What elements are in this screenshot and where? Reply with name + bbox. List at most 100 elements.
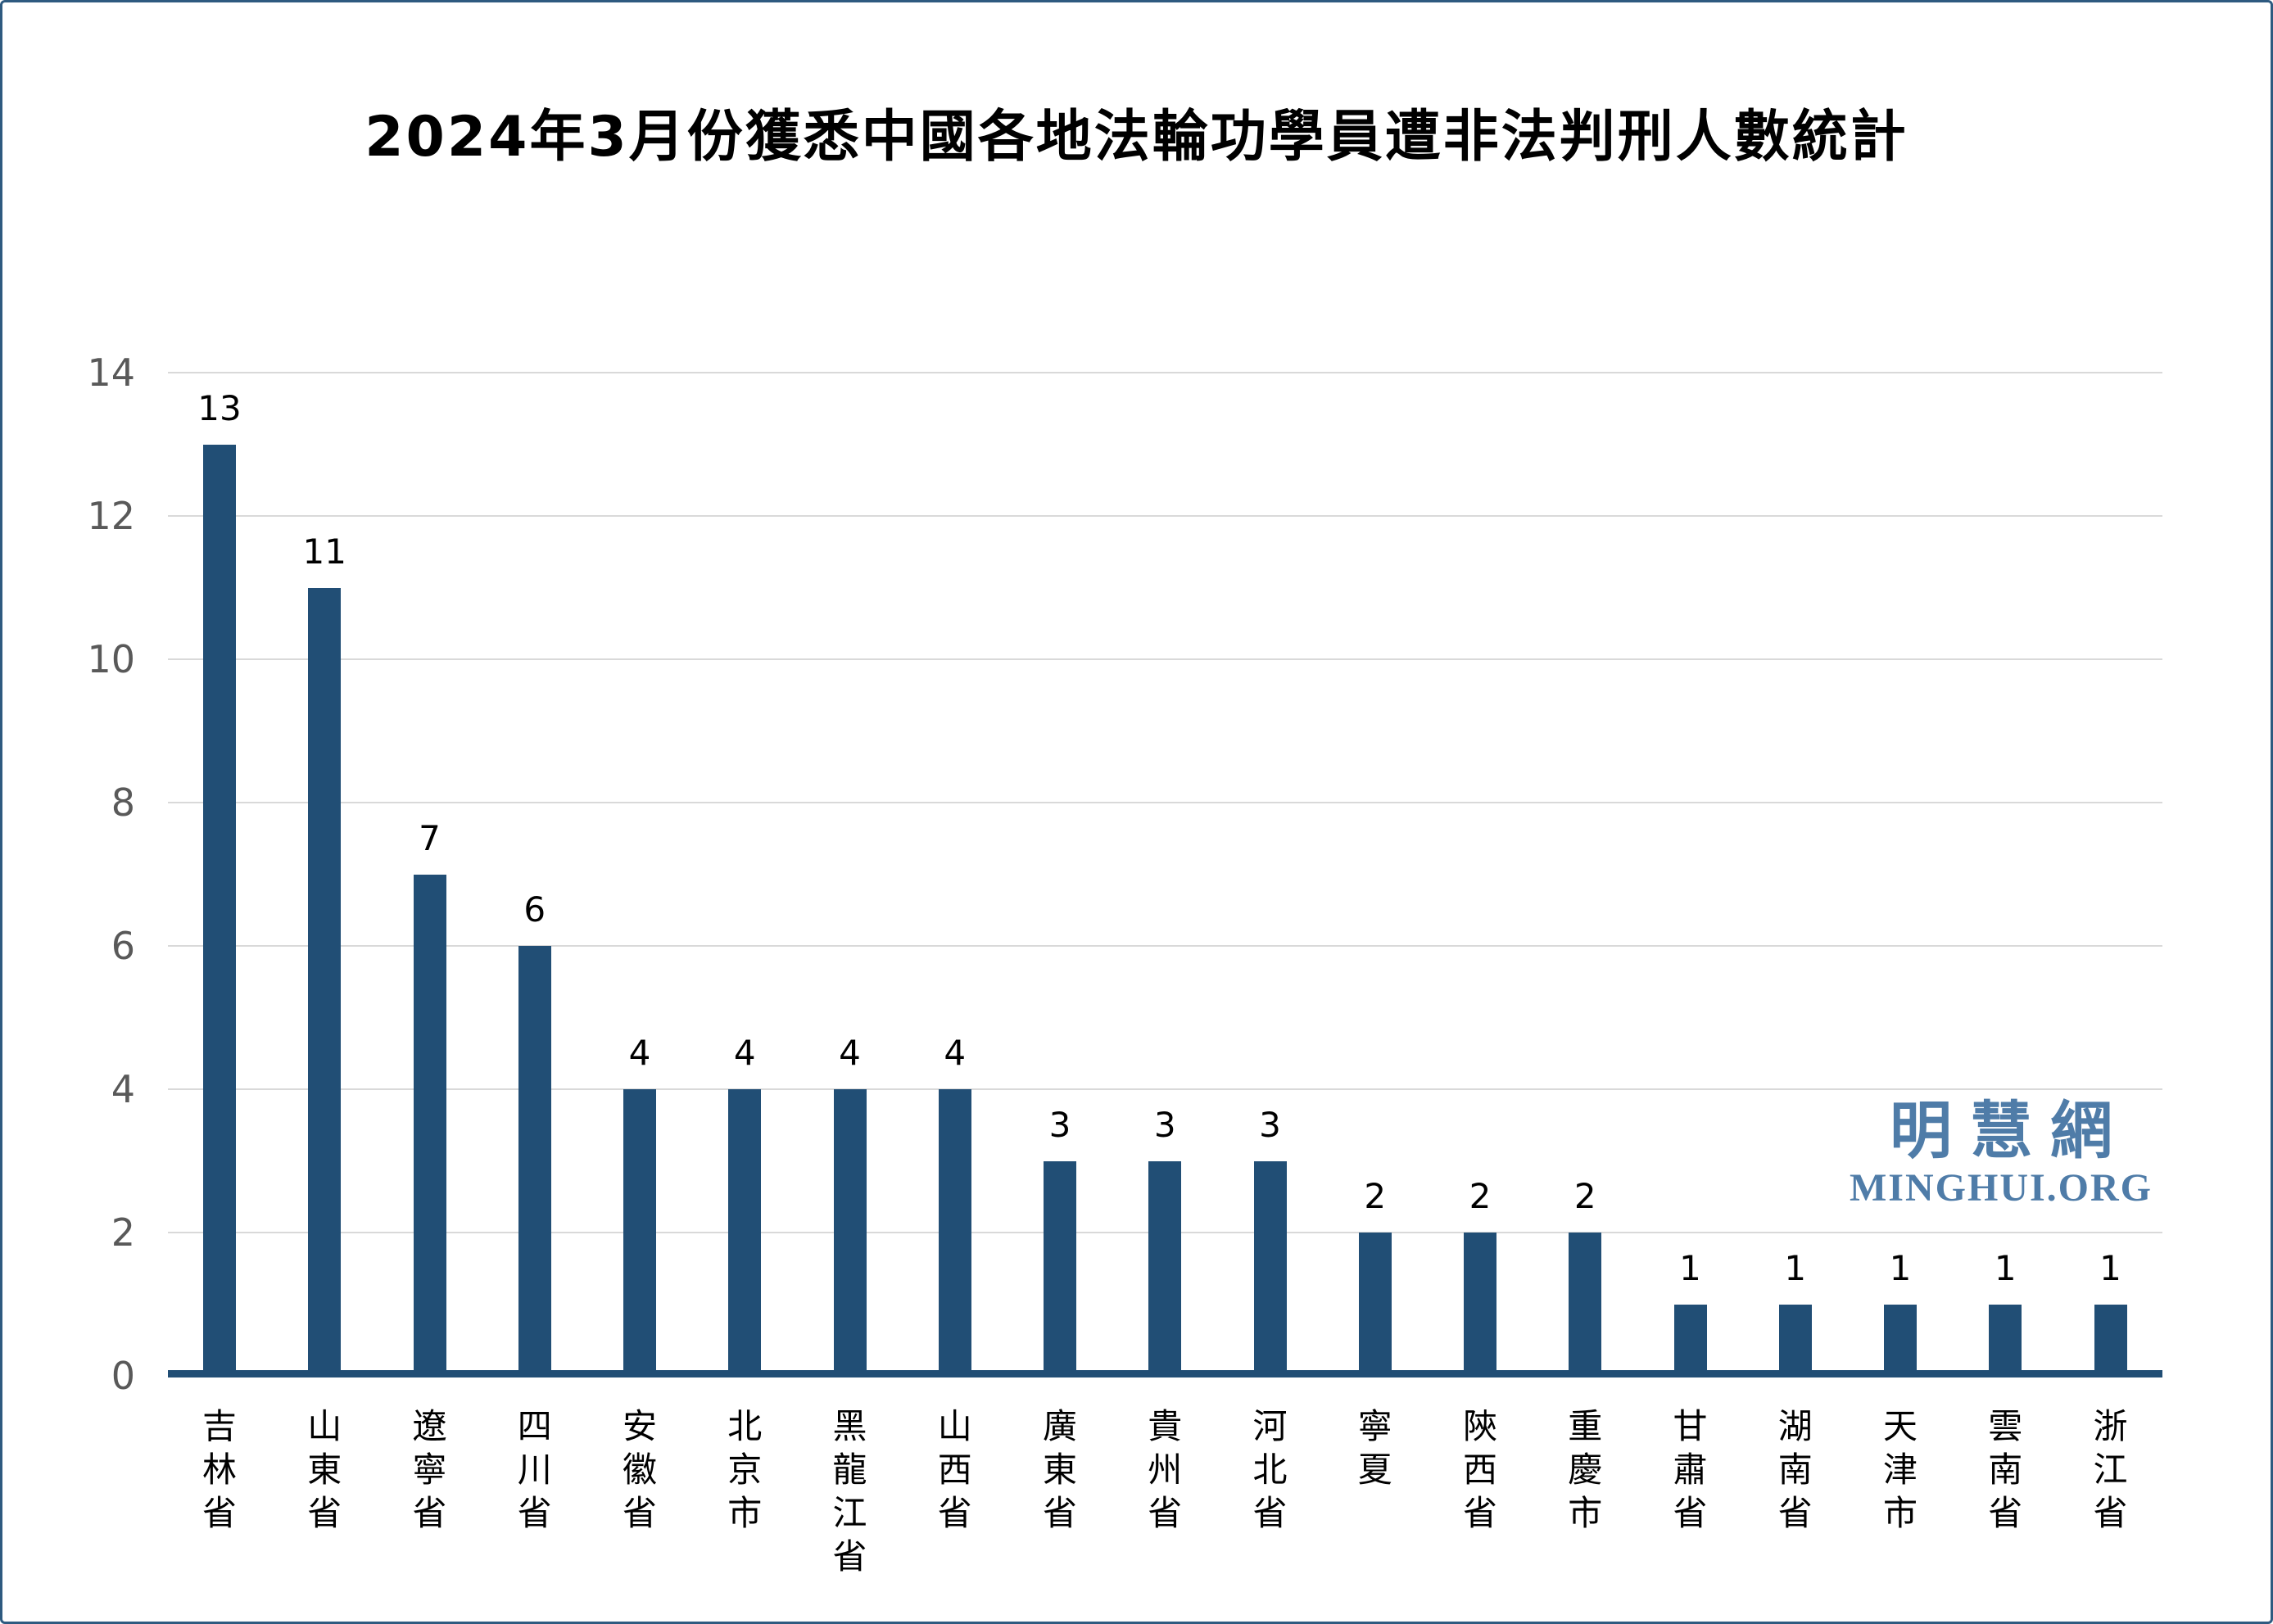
x-axis-label-char: 川 (517, 1450, 552, 1490)
x-axis-label-char: 省 (307, 1493, 342, 1533)
bar-value-label: 4 (628, 1033, 651, 1073)
x-axis-label-char: 省 (2093, 1493, 2128, 1533)
x-axis-label-char: 龍 (832, 1450, 867, 1490)
x-axis-label-char: 省 (517, 1493, 552, 1533)
x-axis-label-char: 肅 (1673, 1450, 1708, 1490)
y-tick-label: 10 (87, 637, 135, 681)
x-axis-label-char: 遼 (412, 1406, 447, 1446)
x-axis-label-char: 南 (1988, 1450, 2023, 1490)
y-tick-label: 4 (111, 1067, 135, 1111)
x-axis-label: 安徽省 (586, 1405, 693, 1535)
y-tick-label: 6 (111, 924, 135, 968)
bar-value-label: 4 (733, 1033, 756, 1073)
x-axis-label-char: 市 (1568, 1493, 1603, 1533)
x-axis-label-char: 寧 (412, 1450, 447, 1490)
x-axis-label: 四川省 (482, 1405, 588, 1535)
x-axis-label: 廣東省 (1007, 1405, 1113, 1535)
gridline (168, 945, 2162, 947)
chart-title: 2024年3月份獲悉中國各地法輪功學員遭非法判刑人數統計 (364, 105, 1909, 170)
watermark-url-text: MINGHUI.ORG (1850, 1166, 2153, 1210)
x-axis-label-char: 西 (937, 1450, 972, 1490)
bar (308, 587, 342, 1376)
x-axis-label: 寧夏 (1322, 1405, 1429, 1491)
bar-value-label: 2 (1469, 1176, 1492, 1216)
x-axis-label-char: 徽 (622, 1450, 657, 1490)
bar (1569, 1233, 1602, 1376)
x-axis-label: 山東省 (271, 1405, 378, 1535)
bar (518, 946, 551, 1376)
bar (623, 1089, 656, 1376)
bar (1778, 1304, 1812, 1376)
y-tick-label: 0 (111, 1354, 135, 1398)
x-axis-label-char: 浙 (2093, 1406, 2128, 1446)
bar-value-label: 3 (1259, 1104, 1281, 1145)
bar-value-label: 6 (523, 889, 546, 930)
bar-value-label: 1 (1889, 1247, 1912, 1288)
x-axis-label-char: 省 (1462, 1493, 1497, 1533)
x-axis-label-char: 北 (1252, 1450, 1288, 1490)
x-axis-label-char: 省 (1988, 1493, 2023, 1533)
bar (1989, 1304, 2022, 1376)
y-tick-label: 8 (111, 780, 135, 825)
bar (1148, 1160, 1182, 1376)
x-axis-label: 天津市 (1847, 1405, 1954, 1535)
x-axis-label-char: 吉 (201, 1406, 237, 1446)
bar-value-label: 1 (1784, 1247, 1807, 1288)
x-axis-label-char: 津 (1882, 1450, 1918, 1490)
x-axis-label: 雲南省 (1952, 1405, 2058, 1535)
y-tick-label: 2 (111, 1210, 135, 1255)
x-axis-label-char: 省 (1042, 1493, 1077, 1533)
bar-value-label: 4 (944, 1033, 967, 1073)
x-axis-label-char: 省 (1252, 1493, 1288, 1533)
x-axis-label: 黑龍江省 (797, 1405, 903, 1578)
x-axis-label: 甘肅省 (1637, 1405, 1744, 1535)
x-axis-label: 吉林省 (166, 1405, 273, 1535)
x-axis-label-char: 北 (727, 1406, 763, 1446)
x-axis-label-char: 廣 (1042, 1406, 1077, 1446)
y-tick-label: 14 (87, 351, 135, 395)
watermark-chinese-text: 明慧網 (1890, 1094, 2130, 1167)
x-axis-baseline (168, 1370, 2162, 1377)
x-axis-label-char: 甘 (1673, 1406, 1708, 1446)
x-axis-label-char: 南 (1777, 1450, 1813, 1490)
bar (1044, 1160, 1076, 1376)
bar-value-label: 4 (839, 1033, 861, 1073)
x-axis-label-char: 雲 (1988, 1406, 2023, 1446)
bar-value-label: 1 (1994, 1247, 2017, 1288)
x-axis-label-char: 省 (1148, 1493, 1183, 1533)
x-axis-label-char: 省 (412, 1493, 447, 1533)
bar-value-label: 7 (419, 817, 441, 858)
bar (1358, 1233, 1392, 1376)
x-axis-label-char: 林 (201, 1450, 237, 1490)
gridline (168, 1088, 2162, 1090)
bar (1673, 1304, 1707, 1376)
x-axis-label: 陝西省 (1427, 1405, 1533, 1535)
x-axis-label-char: 東 (307, 1450, 342, 1490)
x-axis-label: 湖南省 (1742, 1405, 1849, 1535)
x-axis-label-char: 省 (1777, 1493, 1813, 1533)
bar (413, 874, 446, 1376)
x-axis-label-char: 省 (937, 1493, 972, 1533)
bar (833, 1089, 867, 1376)
gridline (168, 802, 2162, 803)
bar (1253, 1160, 1287, 1376)
x-axis-label-char: 貴 (1148, 1406, 1183, 1446)
bar (2094, 1304, 2127, 1376)
x-axis-label-char: 天 (1882, 1406, 1918, 1446)
x-axis-label-char: 京 (727, 1450, 763, 1490)
x-axis-label: 山西省 (902, 1405, 1008, 1535)
x-axis-label-char: 市 (727, 1493, 763, 1533)
bar-value-label: 2 (1364, 1176, 1387, 1216)
x-axis-label-char: 州 (1148, 1450, 1183, 1490)
bar (938, 1089, 971, 1376)
minghui-watermark: 明慧網 MINGHUI.ORG (1837, 1097, 2165, 1210)
x-axis-label-char: 寧 (1357, 1406, 1392, 1446)
x-axis-label-char: 慶 (1568, 1450, 1603, 1490)
bar (1464, 1233, 1496, 1376)
gridline (168, 515, 2162, 517)
bar (1884, 1304, 1917, 1376)
x-axis-label: 河北省 (1217, 1405, 1324, 1535)
x-axis-label-char: 山 (937, 1406, 972, 1446)
x-axis-label-char: 省 (622, 1493, 657, 1533)
